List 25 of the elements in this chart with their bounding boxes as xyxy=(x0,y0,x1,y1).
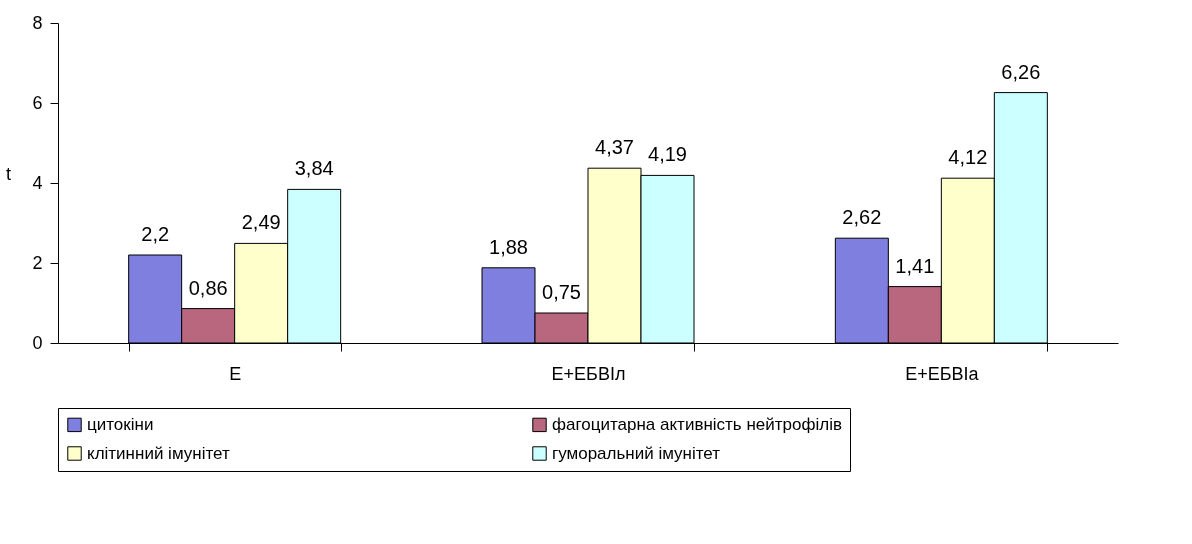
data-label: 6,26 xyxy=(1001,60,1041,83)
data-label: 1,88 xyxy=(489,235,528,258)
data-label: 2,49 xyxy=(241,211,281,234)
x-tick-label: Е xyxy=(229,363,242,384)
data-label: 0,75 xyxy=(542,281,581,303)
y-tick-label: 0 xyxy=(32,332,43,353)
legend-label: гуморальний імунітет xyxy=(552,443,721,463)
y-axis-title: t xyxy=(5,163,12,184)
x-tick-label: Е+ЕБВІл xyxy=(551,363,626,384)
data-label: 2,62 xyxy=(842,206,882,229)
legend-label: фагоцитарна активність нейтрофілів xyxy=(552,414,842,434)
data-label: 1,41 xyxy=(895,254,935,277)
data-label: 4,37 xyxy=(595,136,634,159)
legend-label: клітинний імунітет xyxy=(87,443,230,463)
legend-label: цитокіни xyxy=(87,414,154,434)
data-label: 2,2 xyxy=(141,223,170,245)
data-label: 4,19 xyxy=(648,143,687,166)
y-tick-label: 4 xyxy=(32,172,43,193)
x-tick-label: Е+ЕБВІа xyxy=(905,363,980,384)
data-label: 4,12 xyxy=(948,146,988,169)
data-label: 0,86 xyxy=(188,276,228,299)
y-tick-label: 2 xyxy=(32,252,43,273)
y-tick-label: 6 xyxy=(32,92,43,113)
data-label: 3,84 xyxy=(294,157,334,180)
y-tick-label: 8 xyxy=(32,12,43,33)
